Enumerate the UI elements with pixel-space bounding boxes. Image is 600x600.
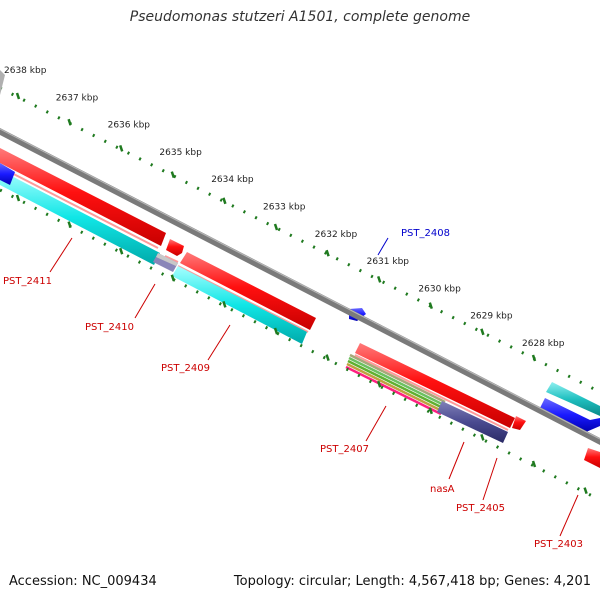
kbp-tick-label: 2638 kbp: [4, 66, 47, 76]
major-tick-mark: [222, 197, 227, 205]
forward-strand-features: [0, 70, 600, 432]
gene-label-pst-2411[interactable]: PST_2411: [3, 276, 52, 287]
pst-2410-feature[interactable]: [166, 239, 184, 256]
kbp-tick-label: 2634 kbp: [211, 175, 254, 185]
kbp-tick-label: 2628 kbp: [522, 339, 565, 349]
kbp-tick-label: 2637 kbp: [56, 93, 99, 103]
inner-tick-ring: [0, 188, 600, 502]
gene-label-pst-2407[interactable]: PST_2407: [320, 444, 369, 455]
pst-2411-feature[interactable]: [0, 148, 166, 246]
gene-label-pst-2409[interactable]: PST_2409: [161, 363, 210, 374]
inner-ticks: [15, 194, 588, 494]
dotted-scale-line: [0, 86, 600, 394]
major-tick-mark: [531, 354, 537, 362]
gene-label-pst-2408[interactable]: PST_2408: [401, 228, 450, 239]
inner-major-tick-mark: [170, 274, 175, 282]
blue-feature-right[interactable]: [540, 398, 600, 432]
inner-major-tick-mark: [377, 380, 382, 388]
inner-major-tick-mark: [531, 460, 537, 468]
kbp-labels: 2638 kbp 2637 kbp 2636 kbp 2635 kbp 2634 kbp…: [4, 66, 565, 349]
grey-feature-left[interactable]: [0, 70, 5, 95]
teal-feature-right[interactable]: [546, 382, 600, 416]
pst-2405-feature[interactable]: [437, 401, 508, 443]
kbp-tick-label: 2629 kbp: [470, 312, 513, 322]
gene-label-pst-2403[interactable]: PST_2403: [534, 539, 583, 550]
map-title: Pseudomonas stutzeri A1501, complete gen…: [129, 9, 471, 25]
major-ticks: [15, 92, 537, 362]
inner-major-tick-mark: [325, 354, 330, 361]
major-tick-mark: [15, 92, 21, 100]
accession-text: Accession: NC_009434: [9, 574, 157, 589]
major-tick-mark: [67, 118, 72, 126]
nasa-striped-feature[interactable]: [345, 353, 446, 416]
kbp-tick-label: 2631 kbp: [367, 257, 410, 267]
label-leaders: [49, 237, 579, 537]
inner-major-tick-mark: [67, 221, 72, 228]
pst-2403-feature[interactable]: [584, 448, 600, 468]
reverse-strand-features: [0, 148, 600, 468]
cyan-feature-middle[interactable]: [172, 266, 307, 344]
gene-label-nasa[interactable]: nasA: [430, 484, 455, 495]
gene-label-pst-2410[interactable]: PST_2410: [85, 322, 134, 333]
inner-major-tick-mark: [222, 301, 227, 308]
inner-major-tick-mark: [273, 327, 279, 335]
cyan-feature-left[interactable]: [0, 170, 160, 265]
major-tick-mark: [170, 171, 175, 178]
major-tick-mark: [273, 223, 279, 231]
major-tick-mark: [428, 302, 433, 309]
pst-2407-arrowhead: [512, 416, 526, 430]
kbp-tick-label: 2635 kbp: [159, 148, 202, 158]
blue-feature-left[interactable]: [0, 163, 15, 185]
kbp-tick-label: 2636 kbp: [108, 121, 151, 131]
major-tick-mark: [480, 328, 485, 336]
gene-label-pst-2405[interactable]: PST_2405: [456, 503, 505, 514]
inner-major-tick-mark: [480, 434, 485, 441]
genome-stats-text: Topology: circular; Length: 4,567,418 bp…: [233, 574, 591, 589]
kbp-tick-label: 2630 kbp: [418, 284, 461, 294]
major-tick-mark: [325, 249, 330, 257]
inner-major-tick-mark: [583, 487, 588, 494]
kbp-tick-label: 2632 kbp: [315, 230, 358, 240]
pst-2409-feature[interactable]: [180, 252, 316, 330]
inner-major-tick-mark: [119, 247, 124, 255]
inner-dotted-line: [0, 188, 600, 502]
major-tick-mark: [377, 276, 382, 283]
major-tick-mark: [119, 145, 124, 152]
genome-backbone: [0, 128, 600, 445]
kbp-tick-label: 2633 kbp: [263, 203, 306, 213]
inner-major-tick-mark: [15, 194, 21, 202]
pst-2407-feature[interactable]: [355, 343, 515, 428]
inner-major-tick-mark: [428, 407, 433, 415]
outer-tick-ring: 2638 kbp 2637 kbp 2636 kbp 2635 kbp 2634 kbp…: [0, 66, 600, 394]
